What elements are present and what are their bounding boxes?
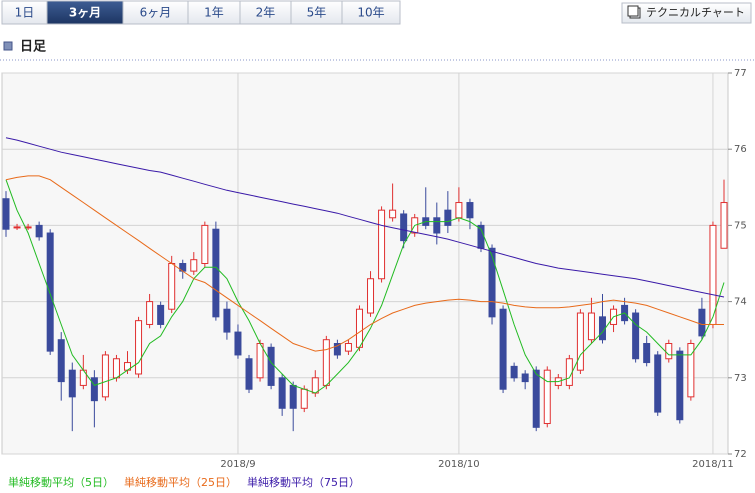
candle-body xyxy=(68,369,76,398)
candle-body xyxy=(311,377,319,394)
candle-body xyxy=(510,365,518,379)
tab-label[interactable]: 2年 xyxy=(256,6,276,20)
candle-body xyxy=(543,369,551,425)
candle-body xyxy=(135,320,143,375)
candle-body xyxy=(632,312,640,360)
candle-body xyxy=(455,202,463,219)
candle-body xyxy=(643,343,651,364)
candle-body xyxy=(654,354,662,413)
tab[interactable] xyxy=(341,0,401,25)
legend-entry: 単純移動平均（75日） xyxy=(247,475,360,489)
y-tick-label: 72 xyxy=(734,449,747,460)
candle-body xyxy=(676,350,684,421)
tab-label[interactable]: 5年 xyxy=(307,6,327,20)
y-tick-label: 73 xyxy=(734,373,747,384)
marks xyxy=(2,137,728,432)
candle-body xyxy=(378,209,386,280)
legend: 単純移動平均（5日） 単純移動平均（25日） 単純移動平均（75日） xyxy=(8,475,360,489)
y-tick-label: 75 xyxy=(734,220,747,231)
candle-body xyxy=(112,358,120,379)
candle-body xyxy=(90,377,98,402)
candle-body xyxy=(698,308,706,337)
candle-body xyxy=(333,343,341,356)
candle-body xyxy=(565,358,573,386)
candle-body xyxy=(488,247,496,318)
tab-row: 1日 3ヶ月 6ヶ月 1年 2年 5年 10年 xyxy=(1,0,401,25)
plot-area xyxy=(1,72,729,455)
tab-label[interactable]: 1日 xyxy=(15,6,35,20)
candle-body xyxy=(444,209,452,226)
candle-body xyxy=(598,316,606,341)
candle-body xyxy=(101,354,109,398)
candle-body xyxy=(355,308,363,348)
heading-icon xyxy=(3,41,13,51)
x-tick-label: 2018/9 xyxy=(220,459,255,470)
candle-body xyxy=(300,388,308,409)
candle-body xyxy=(46,232,54,352)
candle-body xyxy=(35,224,43,238)
candle-body xyxy=(720,202,728,249)
heading: 日足 xyxy=(20,40,47,55)
technical-label: テクニカルチャート xyxy=(646,6,745,19)
ma-line xyxy=(5,179,725,394)
tab-label[interactable]: 10年 xyxy=(357,6,384,20)
y-tick-label: 76 xyxy=(734,144,747,155)
x-tick-label: 2018/10 xyxy=(438,459,480,470)
grid: 72 73 74 75 76 77 2018/9 2018/10 2018/11 xyxy=(2,68,747,470)
candle-body xyxy=(2,198,10,230)
candle-body xyxy=(687,343,695,398)
candle-body xyxy=(212,228,220,318)
candle-body xyxy=(322,339,330,386)
y-tick-label: 77 xyxy=(734,68,747,79)
candle-body xyxy=(344,343,352,352)
candle-body xyxy=(190,259,198,272)
candle-body xyxy=(499,308,507,390)
legend-entry: 単純移動平均（25日） xyxy=(124,475,237,489)
candle-body xyxy=(223,308,231,333)
legend-entry: 単純移動平均（5日） xyxy=(8,475,114,489)
candle-body xyxy=(168,263,176,310)
candle-body xyxy=(576,312,584,371)
candle-body xyxy=(389,209,397,219)
candle-body xyxy=(146,301,154,325)
technical-icon xyxy=(627,5,639,17)
candle-body xyxy=(157,304,165,325)
x-tick-label: 2018/11 xyxy=(692,459,734,470)
candle-body xyxy=(234,331,242,356)
y-tick-label: 74 xyxy=(734,297,747,308)
candle-body xyxy=(433,217,441,234)
technical-button[interactable] xyxy=(621,2,752,24)
candle-body xyxy=(267,346,275,386)
tab-label[interactable]: 3ヶ月 xyxy=(69,6,101,20)
ma-line xyxy=(5,137,725,298)
candle-body xyxy=(367,278,375,314)
candle-body xyxy=(201,224,209,264)
candle-body xyxy=(57,339,65,383)
candle-body xyxy=(256,343,264,379)
tab-label[interactable]: 1年 xyxy=(204,6,224,20)
candle-body xyxy=(532,369,540,428)
candle-body xyxy=(521,373,529,383)
candle-body xyxy=(13,226,21,229)
candle-body xyxy=(245,358,253,390)
candle-body xyxy=(466,202,474,219)
candle-body xyxy=(278,377,286,409)
candle-body xyxy=(587,312,595,341)
ma-line xyxy=(5,175,724,352)
candle-body xyxy=(289,384,297,409)
candle-body xyxy=(665,343,673,360)
tab-label[interactable]: 6ヶ月 xyxy=(140,6,172,20)
candle-body xyxy=(400,213,408,242)
